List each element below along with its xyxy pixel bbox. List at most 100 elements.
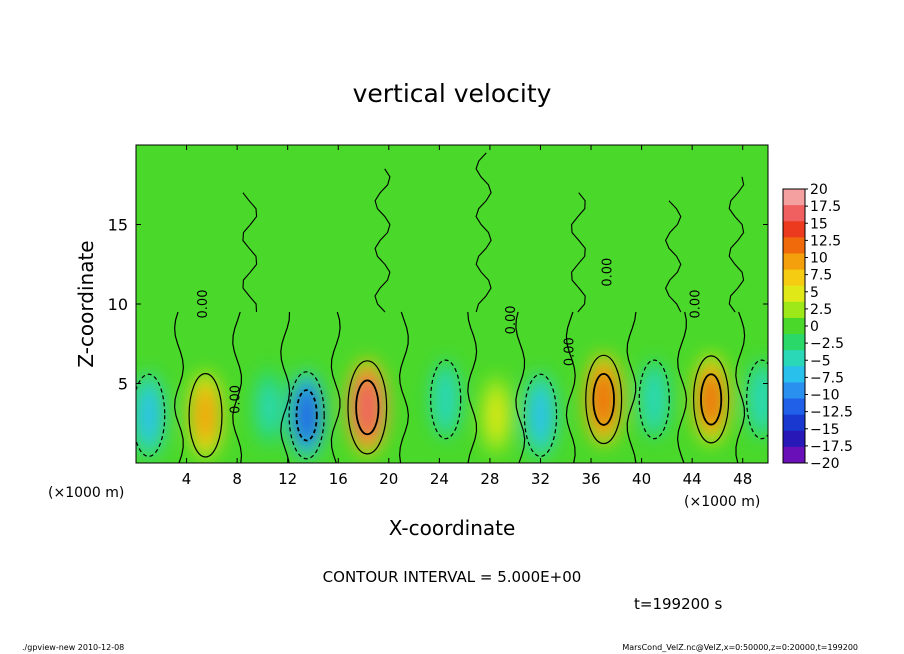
colorbar-swatch (783, 446, 805, 464)
colorbar-swatch (783, 253, 805, 271)
colorbar-label: 20 (810, 182, 828, 198)
x-tick-label: 4 (182, 470, 192, 488)
x-tick-label: 48 (733, 470, 752, 488)
contour-line (295, 389, 318, 442)
footer-left: ./gpview-new 2010-12-08 (22, 643, 124, 652)
colorbar-label: −17.5 (810, 439, 853, 455)
velocity-cells (136, 354, 768, 460)
velocity-cell (644, 374, 664, 425)
zero-contour (330, 311, 341, 463)
velocity-cell (530, 389, 551, 442)
x-unit-right: (×1000 m) (684, 494, 760, 510)
zero-contour (374, 168, 391, 313)
colorbar-swatch (783, 382, 805, 400)
zero-contour (565, 311, 576, 463)
colorbar-label: −2.5 (810, 336, 844, 352)
contour-line (746, 359, 768, 440)
contour-line (592, 372, 615, 426)
contour-line (188, 373, 223, 458)
velocity-cell (295, 387, 318, 443)
contour-labels: 0.00 0.00 0.00 0.00 0.00 0.00 (196, 258, 704, 414)
contour-line (355, 379, 380, 436)
colorbar-swatch (783, 205, 805, 222)
y-axis-label: Z-coordinate (74, 240, 98, 367)
colorbar-label: 5 (810, 285, 819, 301)
contour-label: 0.00 (600, 258, 615, 287)
velocity-cell (355, 377, 380, 437)
chart-title: vertical velocity (353, 79, 552, 108)
contour-line (136, 373, 166, 457)
velocity-cell (138, 389, 159, 442)
velocity-cell (592, 371, 615, 428)
colorbar-label: −7.5 (810, 370, 844, 386)
velocity-cell (752, 374, 768, 425)
colorbar-label: 0 (810, 319, 819, 335)
y-axis: 5 10 15 (108, 216, 768, 394)
time-text: t=199200 s (634, 595, 722, 613)
contour-line (692, 355, 730, 444)
x-tick-label: 16 (329, 470, 348, 488)
colorbar-swatch (783, 285, 805, 303)
velocity-cell (195, 388, 216, 442)
x-axis-label: X-coordinate (389, 516, 516, 540)
zero-contour (475, 152, 492, 313)
y-tick-label: 15 (108, 216, 128, 235)
zero-contour (232, 311, 243, 463)
x-tick-label: 36 (581, 470, 600, 488)
x-unit-left: (×1000 m) (48, 485, 124, 501)
colorbar-swatch (783, 334, 805, 351)
colorbar-swatch (783, 301, 805, 319)
velocity-cell (259, 382, 278, 432)
colorbar-label: 15 (810, 216, 828, 232)
contour-line (347, 360, 388, 455)
zero-contour (398, 311, 410, 463)
zero-contour (626, 311, 637, 463)
zero-contour (571, 192, 586, 313)
colorbar-label: 10 (810, 251, 828, 267)
contour-lines (136, 152, 768, 463)
x-tick-label: 24 (430, 470, 449, 488)
contour-line (288, 371, 325, 460)
x-tick-label: 8 (232, 470, 242, 488)
velocity-cell (486, 390, 506, 440)
x-tick-label: 28 (480, 470, 499, 488)
zero-contour (467, 311, 478, 463)
contour-interval-text: CONTOUR INTERVAL = 5.000E+00 (323, 568, 582, 586)
colorbar-label: −15 (810, 422, 840, 438)
contour-line (585, 354, 623, 445)
footer-right: MarsCond_VelZ.nc@VelZ,x=0:50000,z=0:2000… (622, 643, 858, 652)
colorbar-label: 2.5 (810, 302, 832, 318)
x-tick-label: 20 (379, 470, 398, 488)
colorbar-label: −12.5 (810, 405, 853, 421)
colorbar-label: −5 (810, 353, 831, 369)
x-tick-label: 32 (531, 470, 550, 488)
x-tick-label: 40 (632, 470, 651, 488)
contour-line (523, 373, 558, 457)
zero-contour (242, 192, 258, 313)
y-tick-label: 10 (108, 295, 128, 314)
colorbar-label: −20 (810, 456, 840, 472)
velocity-cell (700, 371, 723, 427)
colorbar-swatch (783, 398, 805, 416)
colorbar-swatch (783, 317, 805, 335)
colorbar-swatch (783, 414, 805, 432)
colorbar-swatch (783, 237, 805, 254)
colorbar-label: −10 (810, 388, 840, 404)
contour-label: 0.00 (504, 305, 519, 334)
colorbar-swatch (783, 350, 805, 367)
zero-contour (735, 311, 746, 463)
x-tick-label: 12 (278, 470, 297, 488)
plot-area: 0.00 0.00 0.00 0.00 0.00 0.00 (136, 145, 768, 463)
x-tick-label: 44 (683, 470, 702, 488)
contour-line (638, 359, 670, 440)
colorbar-swatch (783, 221, 805, 238)
contour-label: 0.00 (196, 290, 211, 319)
colorbar-label: 7.5 (810, 268, 832, 284)
colorbar-swatch (783, 430, 805, 448)
colorbar-swatch (783, 366, 805, 383)
velocity-cell (436, 374, 456, 425)
y-tick-label: 5 (118, 375, 128, 394)
colorbar-swatch (783, 269, 805, 287)
zero-contour (664, 200, 682, 313)
